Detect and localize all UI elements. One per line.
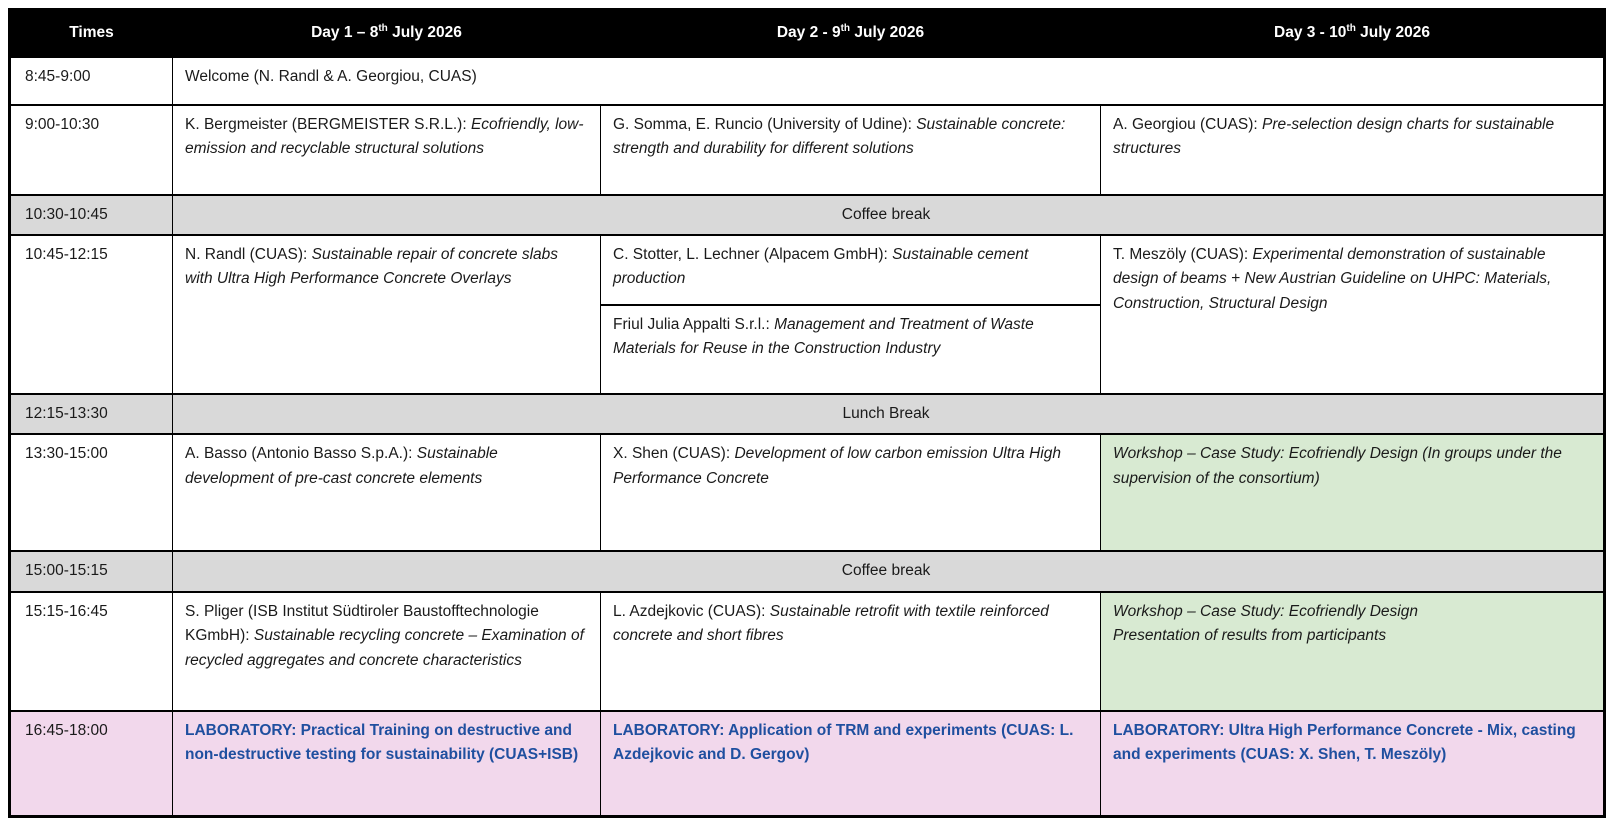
- session-cell-day2-1330: X. Shen (CUAS): Development of low carbo…: [600, 433, 1101, 553]
- time-cell-1515: 15:15-16:45: [9, 590, 173, 712]
- day1-header-date: July 2026: [387, 24, 462, 41]
- session-cell-day2-1515: L. Azdejkovic (CUAS): Sustainable retrof…: [600, 590, 1101, 712]
- session-cell-day2-1045: C. Stotter, L. Lechner (Alpacem GmbH): S…: [600, 233, 1101, 395]
- laboratory-text: LABORATORY: Practical Training on destru…: [185, 721, 579, 764]
- workshop-cell-day3-1330: Workshop – Case Study: Ecofriendly Desig…: [1100, 433, 1605, 553]
- coffee-break-row-1030: 10:30-10:45 Coffee break: [9, 193, 1605, 236]
- laboratory-cell-day1: LABORATORY: Practical Training on destru…: [172, 709, 601, 818]
- session-subcell-bottom: Friul Julia Appalti S.r.l.: Management a…: [601, 306, 1100, 369]
- time-cell-1215: 12:15-13:30: [9, 392, 173, 436]
- schedule-table: Times Day 1 – 8th July 2026 Day 2 - 9th …: [8, 8, 1606, 819]
- day2-column-header: Day 2 - 9th July 2026: [600, 8, 1101, 58]
- time-cell-1030: 10:30-10:45: [9, 193, 173, 236]
- session-speaker: C. Stotter, L. Lechner (Alpacem GmbH):: [613, 245, 893, 263]
- session-row-0900: 9:00-10:30 K. Bergmeister (BERGMEISTER S…: [9, 103, 1605, 196]
- time-cell-1045: 10:45-12:15: [9, 233, 173, 395]
- session-row-1330: 13:30-15:00 A. Basso (Antonio Basso S.p.…: [9, 433, 1605, 553]
- coffee-break-cell: Coffee break: [172, 550, 1605, 593]
- session-title: Sustainable concrete: strength and durab…: [613, 115, 1066, 157]
- day2-header-date: July 2026: [850, 24, 925, 41]
- session-speaker: T. Meszöly (CUAS):: [1113, 245, 1253, 263]
- session-cell-day1-1330: A. Basso (Antonio Basso S.p.A.): Sustain…: [172, 433, 601, 553]
- session-speaker: A. Basso (Antonio Basso S.p.A.):: [185, 445, 417, 463]
- session-title: Sustainable repair of concrete slabs wit…: [185, 245, 559, 288]
- session-cell-day1-0900: K. Bergmeister (BERGMEISTER S.R.L.): Eco…: [172, 103, 601, 196]
- welcome-cell: Welcome (N. Randl & A. Georgiou, CUAS): [172, 55, 1605, 106]
- workshop-text-line1: Workshop – Case Study: Ecofriendly Desig…: [1113, 602, 1418, 620]
- session-speaker: S. Pliger (ISB Institut Südtiroler Baust…: [185, 602, 539, 645]
- time-cell-0845: 8:45-9:00: [9, 55, 173, 106]
- day2-ordinal-suffix: th: [840, 22, 851, 34]
- laboratory-cell-day3: LABORATORY: Ultra High Performance Concr…: [1100, 709, 1605, 818]
- session-speaker: Friul Julia Appalti S.r.l.:: [613, 315, 775, 333]
- day1-header-text: Day 1 – 8: [311, 24, 379, 41]
- session-title: Sustainable development of pre-cast conc…: [185, 445, 498, 487]
- session-speaker: N. Randl (CUAS):: [185, 245, 312, 263]
- welcome-row: 8:45-9:00 Welcome (N. Randl & A. Georgio…: [9, 55, 1605, 106]
- time-cell-1330: 13:30-15:00: [9, 433, 173, 553]
- day2-header-text: Day 2 - 9: [776, 24, 841, 41]
- session-speaker: L. Azdejkovic (CUAS):: [613, 602, 770, 620]
- day3-ordinal-suffix: th: [1346, 22, 1356, 34]
- session-title: Sustainable cement production: [613, 245, 1029, 288]
- workshop-text: Workshop – Case Study: Ecofriendly Desig…: [1113, 445, 1562, 487]
- time-cell-1500: 15:00-15:15: [9, 550, 173, 593]
- session-cell-day1-1045: N. Randl (CUAS): Sustainable repair of c…: [172, 233, 601, 395]
- times-column-header: Times: [9, 8, 173, 58]
- day1-column-header: Day 1 – 8th July 2026: [172, 8, 601, 58]
- laboratory-cell-day2: LABORATORY: Application of TRM and exper…: [600, 709, 1101, 818]
- session-cell-day3-1045: T. Meszöly (CUAS): Experimental demonstr…: [1100, 233, 1605, 395]
- session-title: Management and Treatment of Waste Materi…: [613, 315, 1034, 358]
- session-title: Pre-selection design charts for sustaina…: [1113, 115, 1555, 157]
- laboratory-text: LABORATORY: Ultra High Performance Concr…: [1113, 721, 1576, 764]
- coffee-break-cell: Coffee break: [172, 193, 1605, 236]
- laboratory-text: LABORATORY: Application of TRM and exper…: [613, 721, 1074, 764]
- lunch-break-cell: Lunch Break: [172, 392, 1605, 436]
- session-row-1515: 15:15-16:45 S. Pliger (ISB Institut Südt…: [9, 590, 1605, 712]
- time-cell-1645: 16:45-18:00: [9, 709, 173, 818]
- laboratory-row: 16:45-18:00 LABORATORY: Practical Traini…: [9, 709, 1605, 818]
- session-cell-day1-1515: S. Pliger (ISB Institut Südtiroler Baust…: [172, 590, 601, 712]
- session-speaker: A. Georgiou (CUAS):: [1113, 115, 1263, 133]
- day3-header-date: July 2026: [1355, 24, 1430, 41]
- time-cell-0900: 9:00-10:30: [9, 103, 173, 196]
- session-speaker: X. Shen (CUAS):: [613, 445, 735, 463]
- session-title: Sustainable recycling concrete – Examina…: [185, 627, 584, 669]
- header-row: Times Day 1 – 8th July 2026 Day 2 - 9th …: [9, 8, 1605, 58]
- coffee-break-row-1500: 15:00-15:15 Coffee break: [9, 550, 1605, 593]
- workshop-cell-day3-1515: Workshop – Case Study: Ecofriendly Desig…: [1100, 590, 1605, 712]
- session-title: Ecofriendly, low-emission and recyclable…: [185, 115, 584, 157]
- day1-ordinal-suffix: th: [378, 22, 388, 34]
- session-title: Experimental demonstration of sustainabl…: [1113, 245, 1552, 312]
- session-title: Sustainable retrofit with textile reinfo…: [613, 602, 1049, 645]
- day3-column-header: Day 3 - 10th July 2026: [1100, 8, 1605, 58]
- session-cell-day3-0900: A. Georgiou (CUAS): Pre-selection design…: [1100, 103, 1605, 196]
- session-speaker: G. Somma, E. Runcio (University of Udine…: [613, 115, 917, 133]
- workshop-text-line2: Presentation of results from participant…: [1113, 627, 1387, 645]
- session-cell-day2-0900: G. Somma, E. Runcio (University of Udine…: [600, 103, 1101, 196]
- session-speaker: K. Bergmeister (BERGMEISTER S.R.L.):: [185, 115, 471, 133]
- session-subcell-top: C. Stotter, L. Lechner (Alpacem GmbH): S…: [601, 236, 1100, 306]
- day3-header-text: Day 3 - 10: [1274, 24, 1347, 41]
- session-title: Development of low carbon emission Ultra…: [613, 445, 1061, 487]
- session-row-1045: 10:45-12:15 N. Randl (CUAS): Sustainable…: [9, 233, 1605, 395]
- lunch-break-row: 12:15-13:30 Lunch Break: [9, 392, 1605, 436]
